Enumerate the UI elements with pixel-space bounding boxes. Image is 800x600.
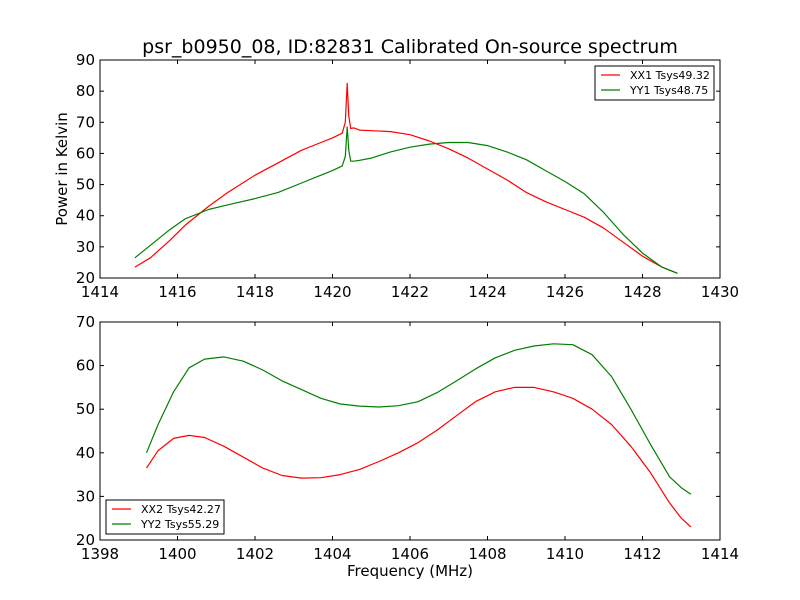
legend-label-xx1: XX1 Tsys49.32 (630, 69, 710, 82)
top-panel-ticks: 1414 1416 1418 1420 1422 1424 1426 1428 1430 20 30… (76, 51, 739, 301)
y-tick-label: 50 (76, 400, 95, 418)
x-tick-label: 1424 (468, 283, 506, 301)
x-tick-label: 1408 (468, 545, 506, 563)
y-axis-label: Power in Kelvin (53, 112, 71, 226)
legend-label-xx2: XX2 Tsys42.27 (141, 503, 221, 516)
y-tick-label: 60 (76, 357, 95, 375)
bottom-panel-lines (145, 343, 692, 528)
y-tick-label: 20 (76, 269, 95, 287)
x-tick-label: 1400 (158, 545, 196, 563)
top-panel-lines (134, 82, 678, 274)
x-tick-label: 1406 (391, 545, 429, 563)
bottom-panel-frame (99, 321, 721, 541)
y-tick-label: 90 (76, 51, 95, 69)
series-line-yy2 (145, 343, 692, 495)
top-panel: psr_b0950_08, ID:82831 Calibrated On-sou… (53, 36, 739, 301)
y-tick-label: 20 (76, 531, 95, 549)
y-tick-label: 30 (76, 487, 95, 505)
bottom-panel-ticks: 1398 1400 1402 1404 1406 1408 1410 1412 1414 20 30… (76, 313, 739, 563)
x-tick-label: 1416 (158, 283, 196, 301)
y-tick-label: 70 (76, 113, 95, 131)
y-tick-label: 40 (76, 207, 95, 225)
x-tick-label: 1404 (313, 545, 351, 563)
x-tick-label: 1418 (236, 283, 274, 301)
y-tick-label: 70 (76, 313, 95, 331)
chart-title: psr_b0950_08, ID:82831 Calibrated On-sou… (142, 36, 678, 58)
y-tick-label: 40 (76, 444, 95, 462)
series-line-yy1 (134, 126, 678, 274)
x-axis-label: Frequency (MHz) (347, 562, 473, 580)
x-tick-label: 1398 (81, 545, 119, 563)
bottom-panel: Frequency (MHz) 1398 1400 1402 1404 1406 1408… (76, 313, 739, 580)
x-tick-label: 1414 (701, 545, 739, 563)
top-legend: XX1 Tsys49.32 YY1 Tsys48.75 (594, 65, 715, 101)
x-tick-label: 1428 (623, 283, 661, 301)
bottom-legend-box (105, 499, 225, 535)
legend-label-yy2: YY2 Tsys55.29 (140, 518, 219, 531)
y-tick-label: 30 (76, 238, 95, 256)
legend-label-yy1: YY1 Tsys48.75 (629, 84, 708, 97)
y-tick-label: 50 (76, 176, 95, 194)
x-tick-label: 1402 (236, 545, 274, 563)
series-line-xx2 (145, 386, 692, 528)
x-tick-label: 1420 (313, 283, 351, 301)
x-tick-label: 1414 (81, 283, 119, 301)
x-tick-label: 1412 (623, 545, 661, 563)
top-legend-box (594, 65, 715, 101)
bottom-legend: XX2 Tsys42.27 YY2 Tsys55.29 (105, 499, 225, 535)
y-tick-label: 60 (76, 144, 95, 162)
top-panel-frame (99, 59, 721, 279)
x-tick-label: 1426 (546, 283, 584, 301)
x-tick-label: 1430 (701, 283, 739, 301)
y-tick-label: 80 (76, 82, 95, 100)
x-tick-label: 1410 (546, 545, 584, 563)
series-line-xx1 (134, 82, 678, 274)
x-tick-label: 1422 (391, 283, 429, 301)
